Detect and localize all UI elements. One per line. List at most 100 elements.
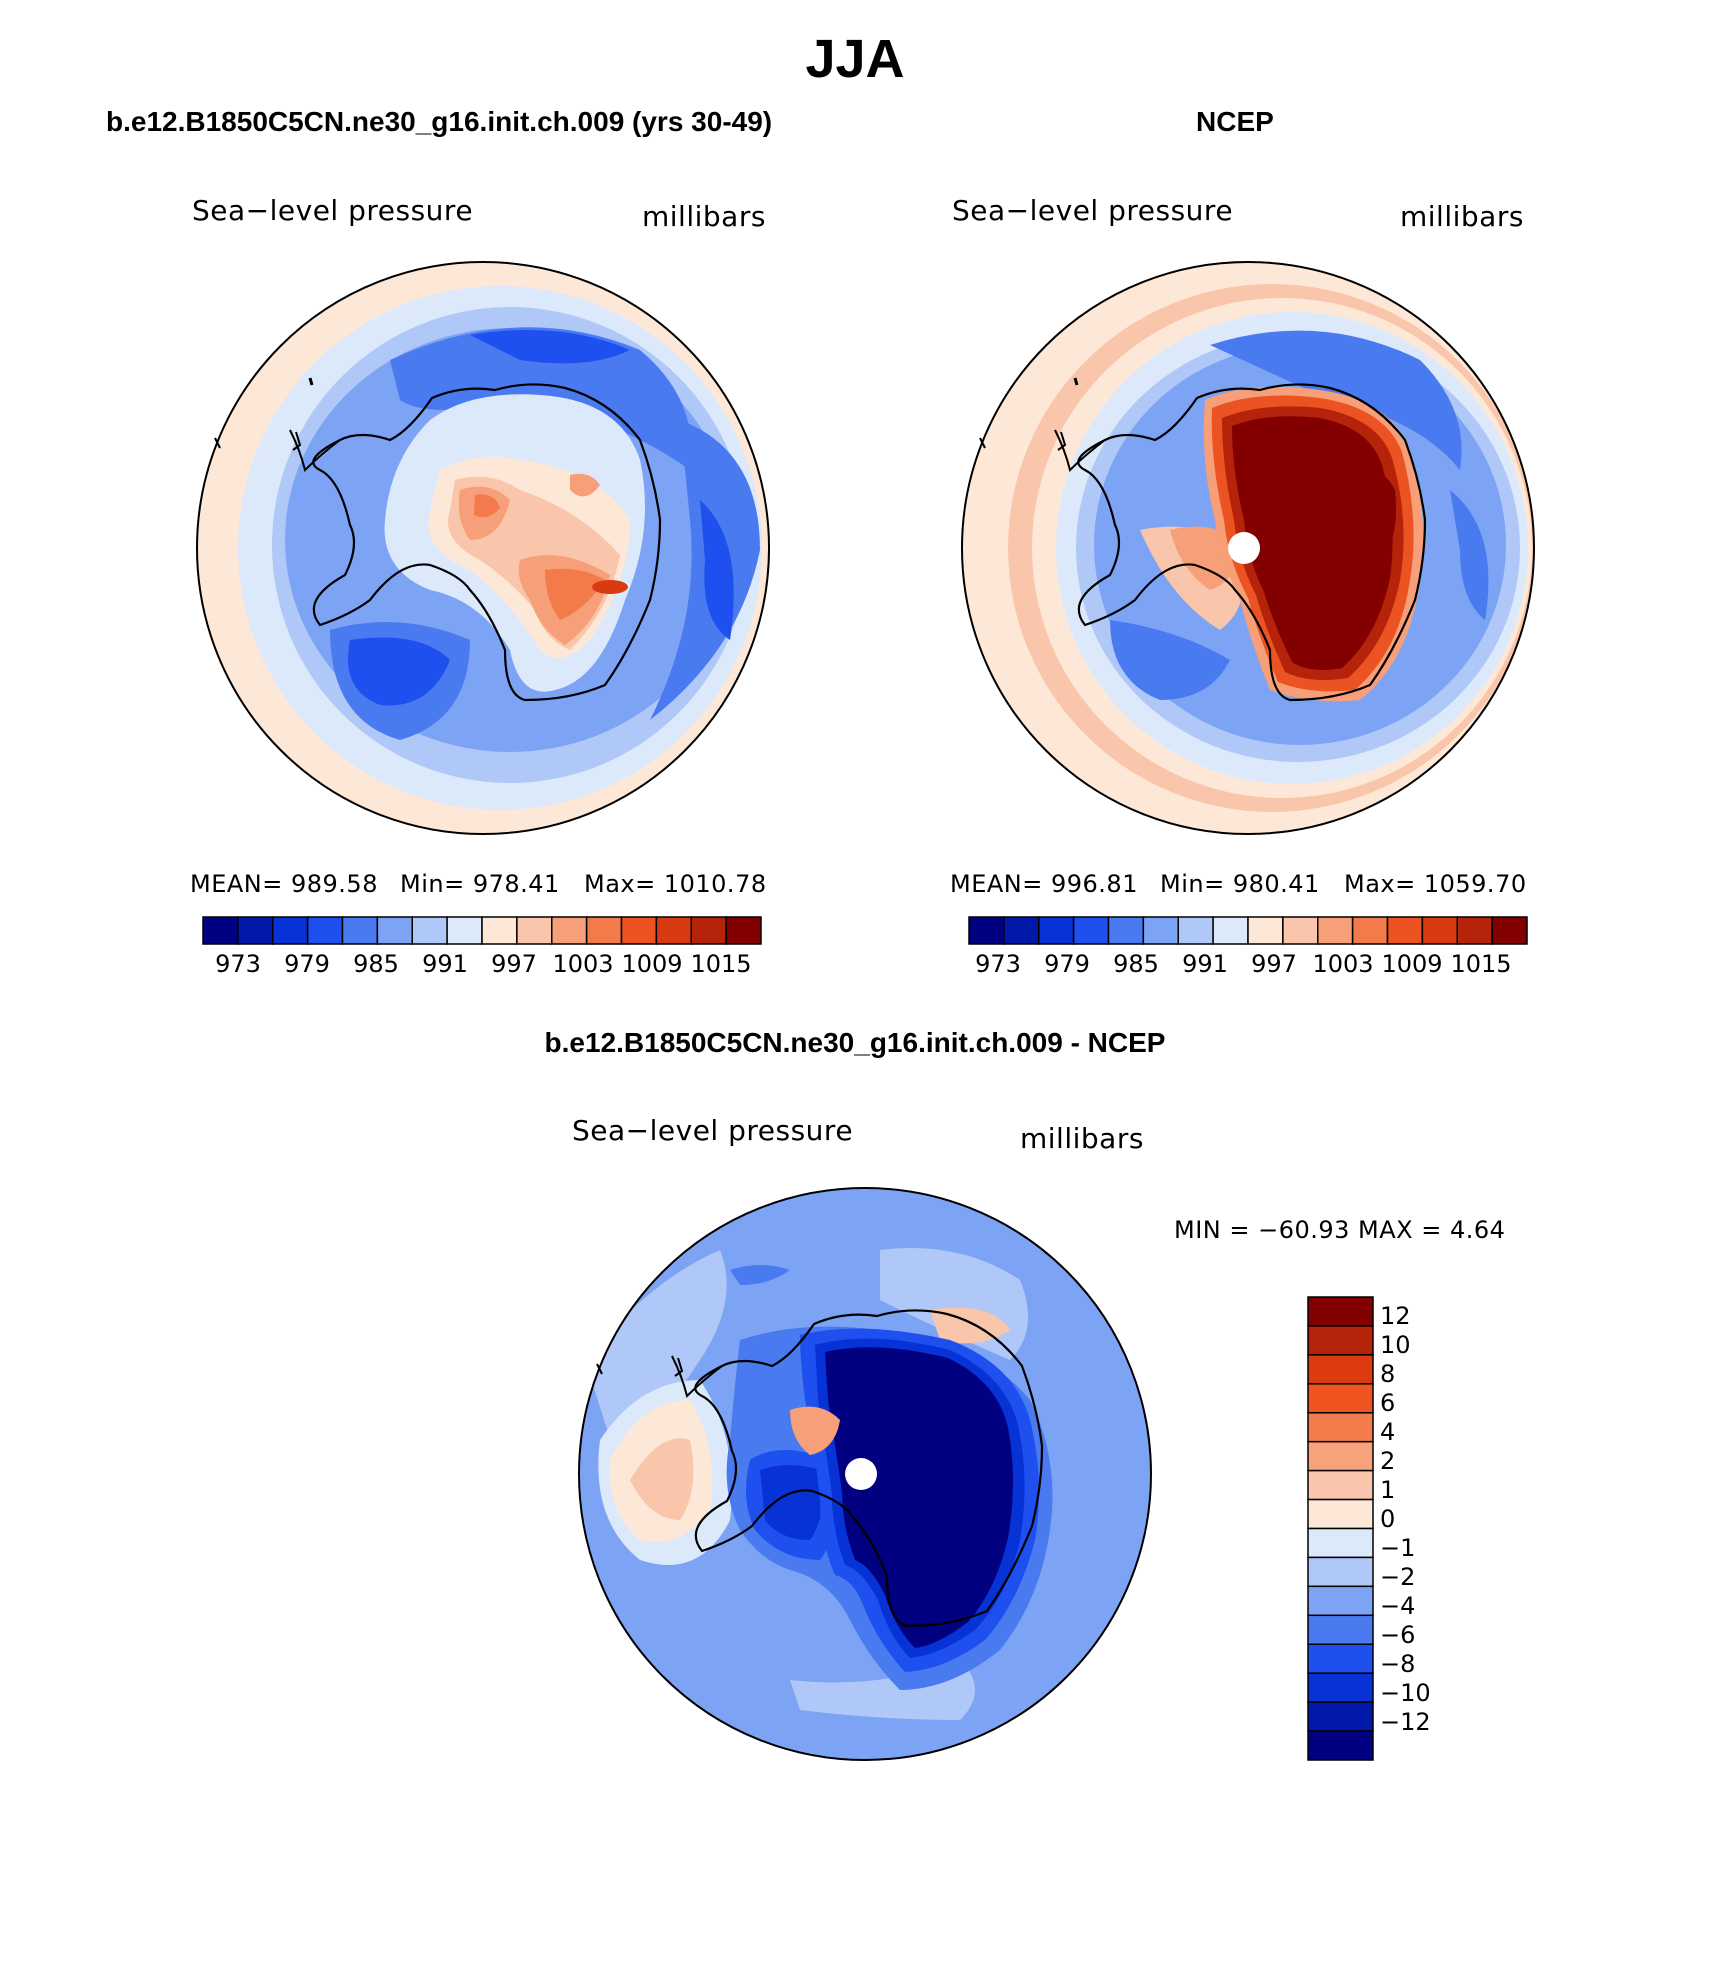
cbar-tick: −2 <box>1380 1563 1416 1591</box>
colorbar-swatch <box>1491 916 1528 945</box>
colorbar-swatch <box>1456 916 1493 945</box>
colorbar-swatch <box>1307 1672 1374 1703</box>
cbar-tick: 1015 <box>690 950 752 978</box>
colorbar-swatch <box>1307 1730 1374 1761</box>
colorbar-swatch <box>968 916 1005 945</box>
colorbar-swatch <box>1307 1469 1374 1501</box>
map-boundary <box>961 261 1535 835</box>
cbar-tick: 979 <box>1044 950 1090 978</box>
colorbar-obs <box>968 916 1528 945</box>
stats-max-model: Max= 1010.78 <box>584 870 767 898</box>
cbar-tick: 8 <box>1380 1360 1396 1388</box>
antarctica-coastline <box>312 383 662 702</box>
stats-max-obs: Max= 1059.70 <box>1344 870 1527 898</box>
colorbar-swatch <box>341 916 379 945</box>
colorbar-swatch <box>1307 1325 1374 1356</box>
cbar-tick: 991 <box>1182 950 1228 978</box>
contour-fill <box>348 637 450 706</box>
contour-fill <box>570 473 600 497</box>
main-title: JJA <box>805 29 905 89</box>
map-boundary <box>196 261 770 835</box>
cbar-tick: 991 <box>422 950 468 978</box>
contour-fill <box>1450 490 1489 620</box>
colorbar-swatch <box>1307 1614 1374 1645</box>
cbar-tick: 10 <box>1380 1331 1411 1359</box>
colorbar-swatch <box>725 916 762 945</box>
cbar-tick: −12 <box>1380 1708 1431 1736</box>
panel-title-obs: NCEP <box>1196 106 1274 137</box>
colorbar-swatch <box>481 916 518 945</box>
stats-min-obs: Min= 980.41 <box>1160 870 1320 898</box>
cbar-tick: 2 <box>1380 1447 1396 1475</box>
colorbar-swatch <box>1386 916 1424 945</box>
colorbar-swatch <box>1307 1440 1374 1472</box>
contour-fill <box>470 330 630 364</box>
contour-fill <box>825 1347 1013 1648</box>
map-obs <box>961 261 1535 835</box>
colorbar-swatch <box>1072 916 1110 945</box>
island-outline <box>1057 431 1067 451</box>
pole-hole <box>1228 532 1260 564</box>
colorbar-swatch <box>237 916 274 945</box>
map-model <box>196 261 770 835</box>
colorbar-swatch <box>1307 1701 1374 1732</box>
colorbar-swatch <box>1177 916 1214 945</box>
cbar-tick: 1009 <box>1381 950 1443 978</box>
island-outline <box>1073 377 1079 386</box>
cbar-tick: 1 <box>1380 1476 1396 1504</box>
colorbar-swatch <box>1038 916 1075 945</box>
cbar-tick: −10 <box>1380 1679 1431 1707</box>
antarctic-peninsula-outline <box>671 1355 723 1398</box>
colorbar-swatch <box>376 916 413 945</box>
contour-fill <box>790 1406 840 1455</box>
colorbar-swatch <box>411 916 448 945</box>
colorbar-swatch <box>655 916 692 945</box>
colorbar-swatch <box>1307 1527 1374 1559</box>
colorbar-swatch <box>690 916 727 945</box>
cbar-tick: 973 <box>975 950 1021 978</box>
colorbar-swatch <box>446 916 483 945</box>
cbar-tick: −4 <box>1380 1592 1416 1620</box>
cbar-tick: −6 <box>1380 1621 1416 1649</box>
cbar-tick: 1003 <box>552 950 614 978</box>
colorbar-swatch <box>1307 1296 1374 1327</box>
colorbar-swatch <box>1212 916 1249 945</box>
stats-mean-model: MEAN= 989.58 <box>190 870 378 898</box>
stats-mean-obs: MEAN= 996.81 <box>950 870 1138 898</box>
contour-fill <box>730 1265 790 1285</box>
colorbar-swatch <box>1003 916 1040 945</box>
map-diff <box>578 1187 1152 1761</box>
contour-fill <box>592 580 628 594</box>
colorbar-swatch <box>1307 1585 1374 1617</box>
cbar-tick: 12 <box>1380 1302 1411 1330</box>
panel-title-diff: b.e12.B1850C5CN.ne30_g16.init.ch.009 - N… <box>544 1027 1166 1058</box>
antarctic-peninsula-outline <box>289 429 341 472</box>
units-label-diff: millibars <box>1020 1122 1144 1155</box>
colorbar-swatch <box>516 916 553 945</box>
stats-min-model: Min= 978.41 <box>400 870 560 898</box>
colorbar-model <box>202 916 762 945</box>
colorbar-swatch <box>1142 916 1179 945</box>
colorbar-swatch <box>585 916 623 945</box>
colorbar-swatch <box>1351 916 1389 945</box>
cbar-tick: 997 <box>491 950 537 978</box>
island-outline <box>674 1357 684 1377</box>
colorbar-swatch <box>1307 1412 1374 1443</box>
colorbar-swatch <box>551 916 588 945</box>
pole-hole <box>845 1458 877 1490</box>
contour-fill <box>474 494 500 518</box>
units-label-obs: millibars <box>1400 200 1524 233</box>
cbar-tick: 1009 <box>621 950 683 978</box>
stats-minmax-diff: MIN = −60.93 MAX = 4.64 <box>1174 1216 1506 1244</box>
cbar-tick: 973 <box>215 950 261 978</box>
colorbar-swatch <box>1282 916 1319 945</box>
antarctica-coastline <box>1077 383 1427 702</box>
colorbar-swatch <box>202 916 239 945</box>
contour-fill <box>1340 467 1396 560</box>
island-outline <box>308 377 314 386</box>
cbar-tick: 979 <box>284 950 330 978</box>
cbar-tick: 985 <box>353 950 399 978</box>
cbar-tick: 1015 <box>1450 950 1512 978</box>
colorbar-swatch <box>1307 1498 1374 1530</box>
